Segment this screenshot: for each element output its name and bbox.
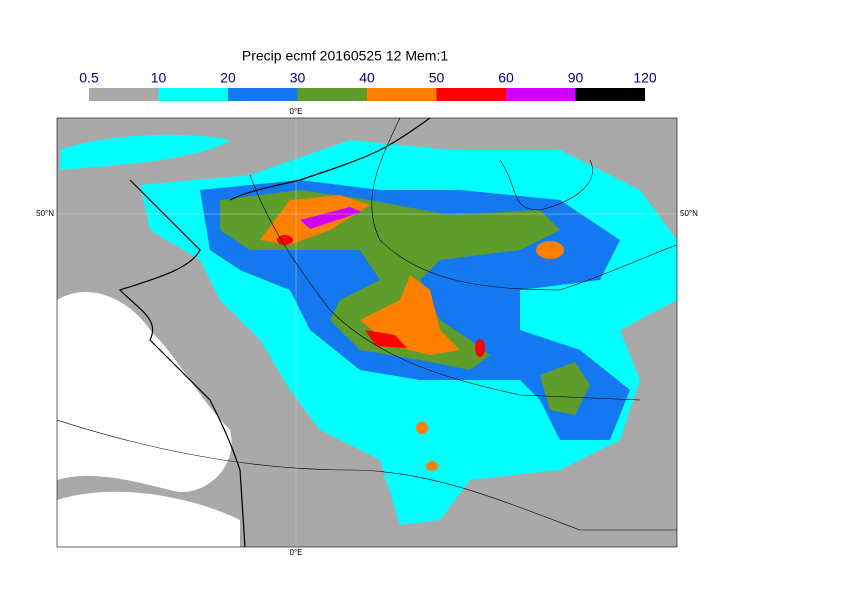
precip-60 (300, 207, 362, 229)
colorbar-segment (297, 88, 367, 101)
colorbar-segment (436, 88, 506, 101)
colorbar-segment (575, 88, 645, 101)
lon-label: 0°E (290, 548, 303, 557)
colorbar-segment (367, 88, 437, 101)
coastline (229, 118, 431, 201)
colorbar-segment (158, 88, 228, 101)
colorbar-label: 30 (290, 70, 306, 86)
border (57, 419, 677, 531)
precip-10 (60, 134, 230, 170)
colorbar-label: 20 (220, 70, 236, 86)
border (249, 174, 641, 401)
map (57, 118, 677, 547)
dry-area (57, 291, 232, 492)
precip-40 (426, 461, 438, 471)
colorbar-label: 60 (498, 70, 514, 86)
lat-label: 50°N (36, 209, 54, 218)
precip-50 (475, 339, 485, 357)
border (499, 159, 593, 211)
precip-40 (536, 241, 564, 259)
colorbar-segment (228, 88, 298, 101)
colorbar-label: 0.5 (79, 70, 99, 86)
dry-area (57, 491, 240, 547)
precip-50 (277, 235, 293, 245)
colorbar-label: 90 (568, 70, 584, 86)
colorbar-label: 10 (151, 70, 167, 86)
colorbar-segment (89, 88, 159, 101)
border (371, 118, 677, 291)
precip-30 (540, 362, 590, 415)
title: Precip ecmf 20160525 12 Mem:1 (242, 48, 448, 64)
lon-label: 0°E (290, 107, 303, 116)
colorbar-label: 120 (633, 70, 657, 86)
coastline (118, 179, 246, 547)
colorbar-segment (506, 88, 576, 101)
lat-label: 50°N (680, 209, 698, 218)
map-frame (56, 117, 678, 548)
precip-50 (365, 330, 407, 348)
precip-40 (416, 422, 428, 434)
colorbar-label: 40 (359, 70, 375, 86)
colorbar-label: 50 (429, 70, 445, 86)
colorbar: 0.5 10 20 30 40 50 60 90 120 (79, 70, 657, 101)
